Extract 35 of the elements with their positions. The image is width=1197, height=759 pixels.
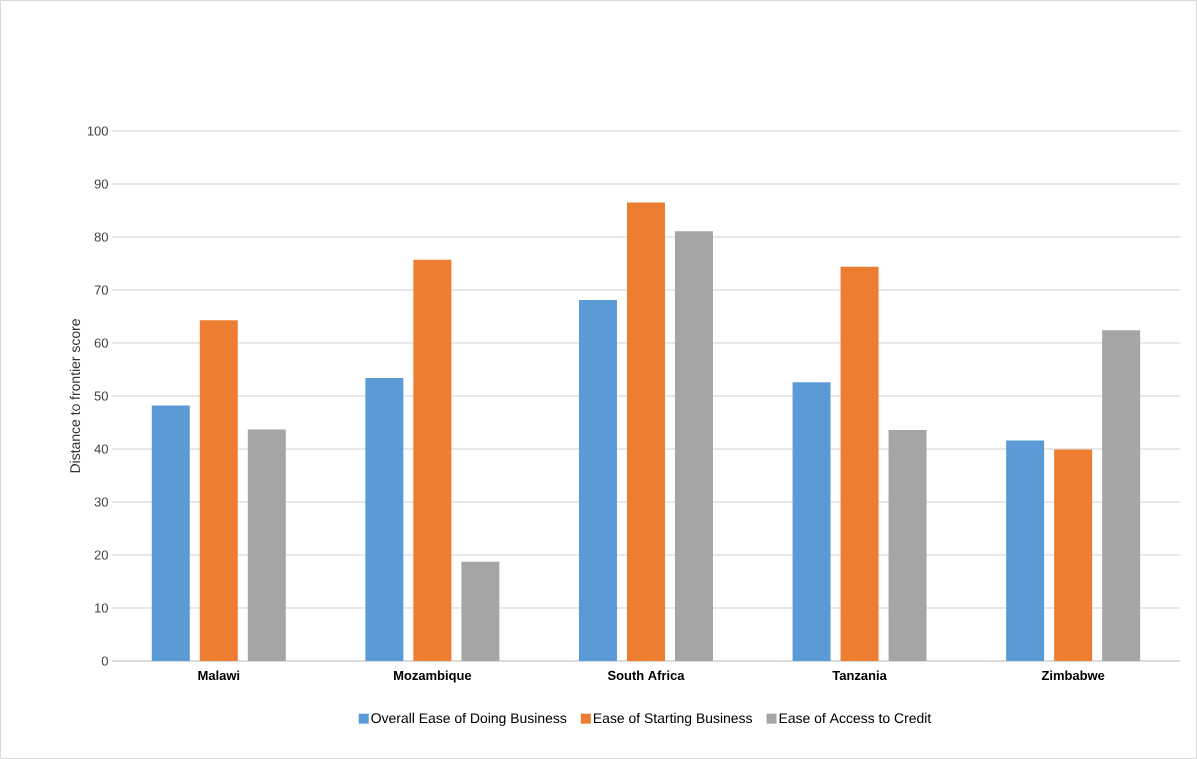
y-tick-label: 20: [94, 550, 108, 560]
bar: [1006, 440, 1045, 661]
legend-label: Overall Ease of Doing Business: [371, 712, 567, 726]
legend-label: Ease of Access to Credit: [779, 712, 932, 724]
y-tick-label: 40: [94, 444, 108, 454]
y-tick-label: 80: [94, 232, 108, 242]
y-tick-label: 30: [94, 497, 108, 507]
y-tick-label: 100: [87, 126, 108, 136]
bar: [578, 300, 617, 661]
bar: [1102, 330, 1141, 661]
y-axis-title: Distance to frontier score: [69, 319, 81, 473]
bar: [365, 377, 404, 661]
bar: [888, 429, 927, 661]
x-tick-label: Mozambique: [394, 670, 472, 683]
y-tick-label: 90: [94, 179, 108, 189]
bar: [1054, 449, 1093, 661]
y-tick-label: 50: [94, 391, 108, 401]
bar: [792, 382, 831, 661]
bar: [247, 429, 286, 661]
y-tick-label: 70: [94, 285, 108, 295]
bar: [626, 202, 665, 661]
x-tick-label: Tanzania: [832, 670, 887, 681]
bar: [413, 259, 452, 661]
y-tick-label: 10: [95, 603, 108, 613]
x-tick-label: South Africa: [607, 670, 685, 681]
y-tick-label: 60: [94, 338, 108, 348]
legend-label: Ease of Starting Business: [593, 712, 753, 726]
x-tick-label: Zimbabwe: [1041, 670, 1105, 681]
bar: [199, 320, 238, 661]
bar: [151, 405, 190, 661]
x-tick-label: Malawi: [198, 670, 240, 681]
bar: [461, 561, 500, 661]
bar: [674, 231, 713, 661]
y-tick-label: 0: [101, 656, 108, 666]
bar: [840, 266, 879, 661]
